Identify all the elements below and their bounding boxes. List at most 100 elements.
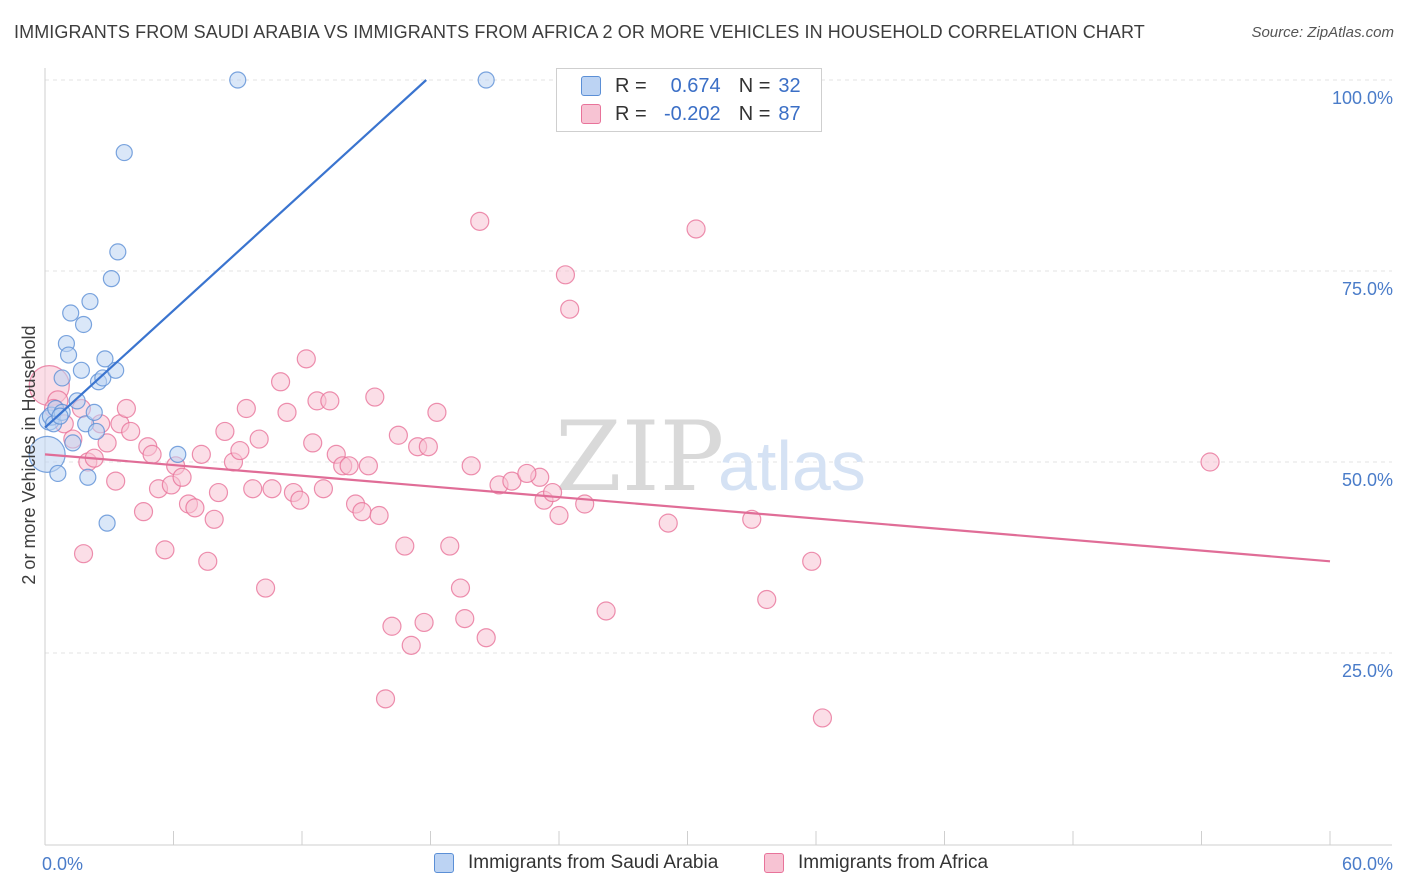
x-tick-label: 0.0% xyxy=(42,854,83,874)
legend-n-value-africa: 87 xyxy=(778,102,801,125)
africa-point xyxy=(172,467,192,487)
legend-r-value-africa: -0.202 xyxy=(663,102,721,125)
africa-point xyxy=(249,429,269,449)
saudi-arabia-point xyxy=(96,350,114,368)
africa-point xyxy=(418,437,438,457)
saudi-arabia-trend-line xyxy=(44,79,427,429)
africa-point xyxy=(204,509,224,529)
source-label: Source: ZipAtlas.com xyxy=(1251,24,1394,41)
africa-point xyxy=(270,372,291,392)
africa-point xyxy=(455,609,475,629)
africa-point xyxy=(208,482,229,503)
africa-point xyxy=(339,456,359,476)
africa-point xyxy=(658,513,678,533)
africa-point xyxy=(450,578,471,598)
saudi-arabia-point xyxy=(59,346,78,364)
africa-point xyxy=(116,398,136,419)
africa-point xyxy=(97,433,117,453)
africa-point xyxy=(440,536,460,556)
africa-point xyxy=(596,601,616,621)
africa-point xyxy=(230,440,250,461)
africa-point xyxy=(277,402,297,422)
bottom-legend-saudi: Immigrants from Saudi Arabia xyxy=(434,852,718,874)
africa-point xyxy=(365,387,385,407)
legend-r-value-saudi: 0.674 xyxy=(670,74,721,97)
saudi-swatch-icon xyxy=(581,76,601,96)
y-tick-label: 50.0% xyxy=(1342,470,1393,490)
africa-point xyxy=(401,635,421,655)
africa-point xyxy=(296,349,316,369)
africa-point xyxy=(388,425,408,445)
watermark: ZIP atlas xyxy=(555,401,866,513)
chart-title: IMMIGRANTS FROM SAUDI ARABIA VS IMMIGRAN… xyxy=(14,22,1145,42)
africa-swatch-icon xyxy=(581,104,601,124)
africa-point xyxy=(560,299,580,319)
legend-n-label: N = xyxy=(738,102,771,125)
legend-n-label: N = xyxy=(738,74,771,97)
africa-point xyxy=(290,490,310,510)
saudi-arabia-point xyxy=(98,514,116,532)
africa-point xyxy=(73,544,94,564)
saudi-arabia-point xyxy=(81,292,99,311)
y-tick-label: 75.0% xyxy=(1342,279,1393,299)
africa-point xyxy=(1200,452,1220,472)
africa-point xyxy=(243,479,263,499)
africa-point xyxy=(255,578,276,598)
africa-point xyxy=(757,589,777,610)
africa-point xyxy=(191,444,211,464)
trend-lines xyxy=(44,79,1331,563)
y-tick-labels: 100.0% 75.0% 50.0% 25.0% xyxy=(1332,88,1393,681)
saudi-legend-icon xyxy=(434,853,454,873)
africa-point xyxy=(686,219,706,239)
saudi-arabia-point xyxy=(107,361,125,379)
africa-point xyxy=(236,398,256,419)
saudi-arabia-point xyxy=(94,369,112,387)
africa-point xyxy=(414,612,434,633)
africa-point xyxy=(369,505,389,526)
africa-point xyxy=(812,708,833,728)
africa-point xyxy=(303,433,323,453)
africa-point xyxy=(742,509,762,529)
africa-point xyxy=(461,456,481,476)
gridlines xyxy=(45,79,1392,654)
saudi-arabia-point xyxy=(62,304,80,322)
saudi-arabia-point xyxy=(64,434,82,452)
africa-point xyxy=(352,502,372,522)
saudi-arabia-point xyxy=(115,143,133,162)
africa-point xyxy=(106,471,126,491)
saudi-arabia-point xyxy=(85,403,103,421)
saudi-arabia-point xyxy=(68,392,86,410)
correlation-legend: R = 0.674 N = 32 R = -0.202 N = 87 xyxy=(556,68,822,132)
africa-point xyxy=(395,536,415,556)
legend-r-label: R = xyxy=(615,74,647,97)
x-tick-label: 60.0% xyxy=(1342,854,1393,874)
africa-point xyxy=(358,456,378,476)
africa-point xyxy=(121,421,141,442)
saudi-arabia-point xyxy=(169,445,187,463)
africa-point xyxy=(313,479,334,499)
saudi-arabia-point xyxy=(53,369,71,387)
legend-row-africa: R = -0.202 N = 87 xyxy=(581,101,801,127)
africa-point xyxy=(427,402,447,422)
africa-legend-icon xyxy=(764,853,784,873)
y-axis-label: 2 or more Vehicles in Household xyxy=(19,325,39,584)
africa-point xyxy=(185,498,205,518)
saudi-arabia-point xyxy=(477,71,495,89)
africa-point xyxy=(155,540,175,560)
africa-points xyxy=(28,211,1220,728)
africa-point xyxy=(476,628,496,648)
legend-row-saudi: R = 0.674 N = 32 xyxy=(581,73,801,99)
watermark-atlas: atlas xyxy=(718,427,866,505)
saudi-arabia-point xyxy=(72,361,91,379)
africa-point xyxy=(802,551,822,571)
saudi-arabia-point xyxy=(229,71,247,89)
africa-point xyxy=(542,482,563,503)
legend-r-label: R = xyxy=(615,102,647,125)
africa-point xyxy=(133,502,154,522)
africa-point xyxy=(470,211,490,231)
saudi-arabia-point xyxy=(79,468,97,486)
africa-point xyxy=(555,265,576,285)
bottom-legend-africa: Immigrants from Africa xyxy=(764,852,988,874)
bottom-legend-africa-label: Immigrants from Africa xyxy=(798,852,989,873)
